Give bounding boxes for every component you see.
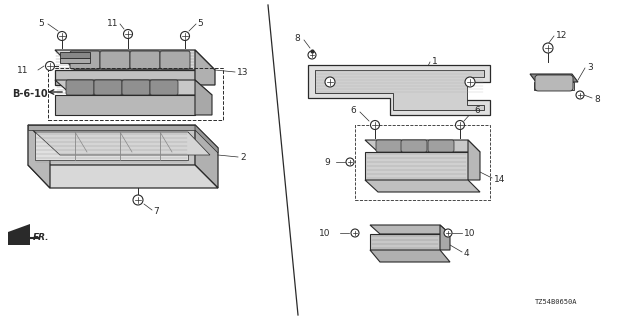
Circle shape bbox=[308, 51, 316, 59]
Circle shape bbox=[346, 158, 354, 166]
Polygon shape bbox=[28, 125, 218, 148]
Text: 4: 4 bbox=[464, 249, 470, 258]
Text: 13: 13 bbox=[237, 68, 248, 76]
Polygon shape bbox=[195, 50, 215, 85]
Polygon shape bbox=[55, 70, 195, 85]
FancyBboxPatch shape bbox=[66, 80, 94, 95]
Polygon shape bbox=[28, 125, 195, 165]
Polygon shape bbox=[195, 125, 218, 188]
Polygon shape bbox=[534, 82, 574, 90]
Polygon shape bbox=[370, 250, 450, 262]
Polygon shape bbox=[365, 140, 480, 152]
Polygon shape bbox=[365, 152, 468, 180]
Polygon shape bbox=[440, 225, 450, 250]
Circle shape bbox=[371, 121, 380, 130]
Polygon shape bbox=[35, 132, 210, 155]
Text: B-6-10: B-6-10 bbox=[12, 89, 47, 99]
Text: 9: 9 bbox=[324, 157, 330, 166]
Polygon shape bbox=[55, 95, 195, 115]
Text: FR.: FR. bbox=[33, 234, 49, 243]
Polygon shape bbox=[370, 225, 450, 234]
Circle shape bbox=[45, 61, 54, 70]
Text: 12: 12 bbox=[556, 30, 568, 39]
Text: TZ54B0650A: TZ54B0650A bbox=[535, 299, 577, 305]
Text: 6: 6 bbox=[350, 106, 356, 115]
Circle shape bbox=[576, 91, 584, 99]
FancyBboxPatch shape bbox=[150, 80, 178, 95]
Polygon shape bbox=[365, 180, 480, 192]
Text: 2: 2 bbox=[240, 153, 246, 162]
Circle shape bbox=[465, 77, 475, 87]
FancyBboxPatch shape bbox=[100, 51, 130, 69]
Polygon shape bbox=[315, 70, 484, 110]
FancyBboxPatch shape bbox=[401, 140, 427, 152]
Text: 10: 10 bbox=[319, 228, 330, 237]
Polygon shape bbox=[35, 132, 188, 160]
Circle shape bbox=[58, 31, 67, 41]
Circle shape bbox=[351, 229, 359, 237]
Text: 5: 5 bbox=[197, 19, 203, 28]
Polygon shape bbox=[195, 80, 212, 115]
Text: 10: 10 bbox=[464, 228, 476, 237]
Text: 1: 1 bbox=[432, 57, 438, 66]
Circle shape bbox=[133, 195, 143, 205]
FancyBboxPatch shape bbox=[94, 80, 122, 95]
Bar bbox=[355, 125, 490, 200]
FancyBboxPatch shape bbox=[70, 51, 100, 69]
FancyBboxPatch shape bbox=[428, 140, 454, 152]
FancyBboxPatch shape bbox=[376, 140, 402, 152]
Text: 3: 3 bbox=[587, 62, 593, 71]
Polygon shape bbox=[28, 165, 218, 188]
Circle shape bbox=[444, 229, 452, 237]
Polygon shape bbox=[370, 234, 440, 250]
Text: 6: 6 bbox=[474, 106, 480, 115]
Polygon shape bbox=[28, 125, 50, 188]
Polygon shape bbox=[55, 80, 212, 95]
Polygon shape bbox=[60, 52, 90, 58]
Text: 5: 5 bbox=[38, 19, 44, 28]
Text: 7: 7 bbox=[153, 206, 159, 215]
Polygon shape bbox=[55, 50, 215, 70]
Text: 8: 8 bbox=[294, 34, 300, 43]
Text: 14: 14 bbox=[494, 174, 506, 183]
FancyBboxPatch shape bbox=[160, 51, 190, 69]
Polygon shape bbox=[8, 224, 30, 245]
FancyBboxPatch shape bbox=[130, 51, 160, 69]
Polygon shape bbox=[28, 125, 195, 130]
Circle shape bbox=[124, 29, 132, 38]
Polygon shape bbox=[468, 140, 480, 180]
Polygon shape bbox=[308, 65, 490, 115]
Circle shape bbox=[180, 31, 189, 41]
FancyBboxPatch shape bbox=[535, 75, 573, 91]
Text: 8: 8 bbox=[594, 94, 600, 103]
Circle shape bbox=[543, 43, 553, 53]
Text: 11: 11 bbox=[106, 19, 118, 28]
Polygon shape bbox=[530, 74, 578, 82]
FancyBboxPatch shape bbox=[122, 80, 150, 95]
Circle shape bbox=[456, 121, 465, 130]
Circle shape bbox=[325, 77, 335, 87]
Polygon shape bbox=[60, 58, 90, 63]
Text: 11: 11 bbox=[17, 66, 28, 75]
Bar bbox=[48, 68, 223, 120]
Polygon shape bbox=[195, 125, 218, 153]
